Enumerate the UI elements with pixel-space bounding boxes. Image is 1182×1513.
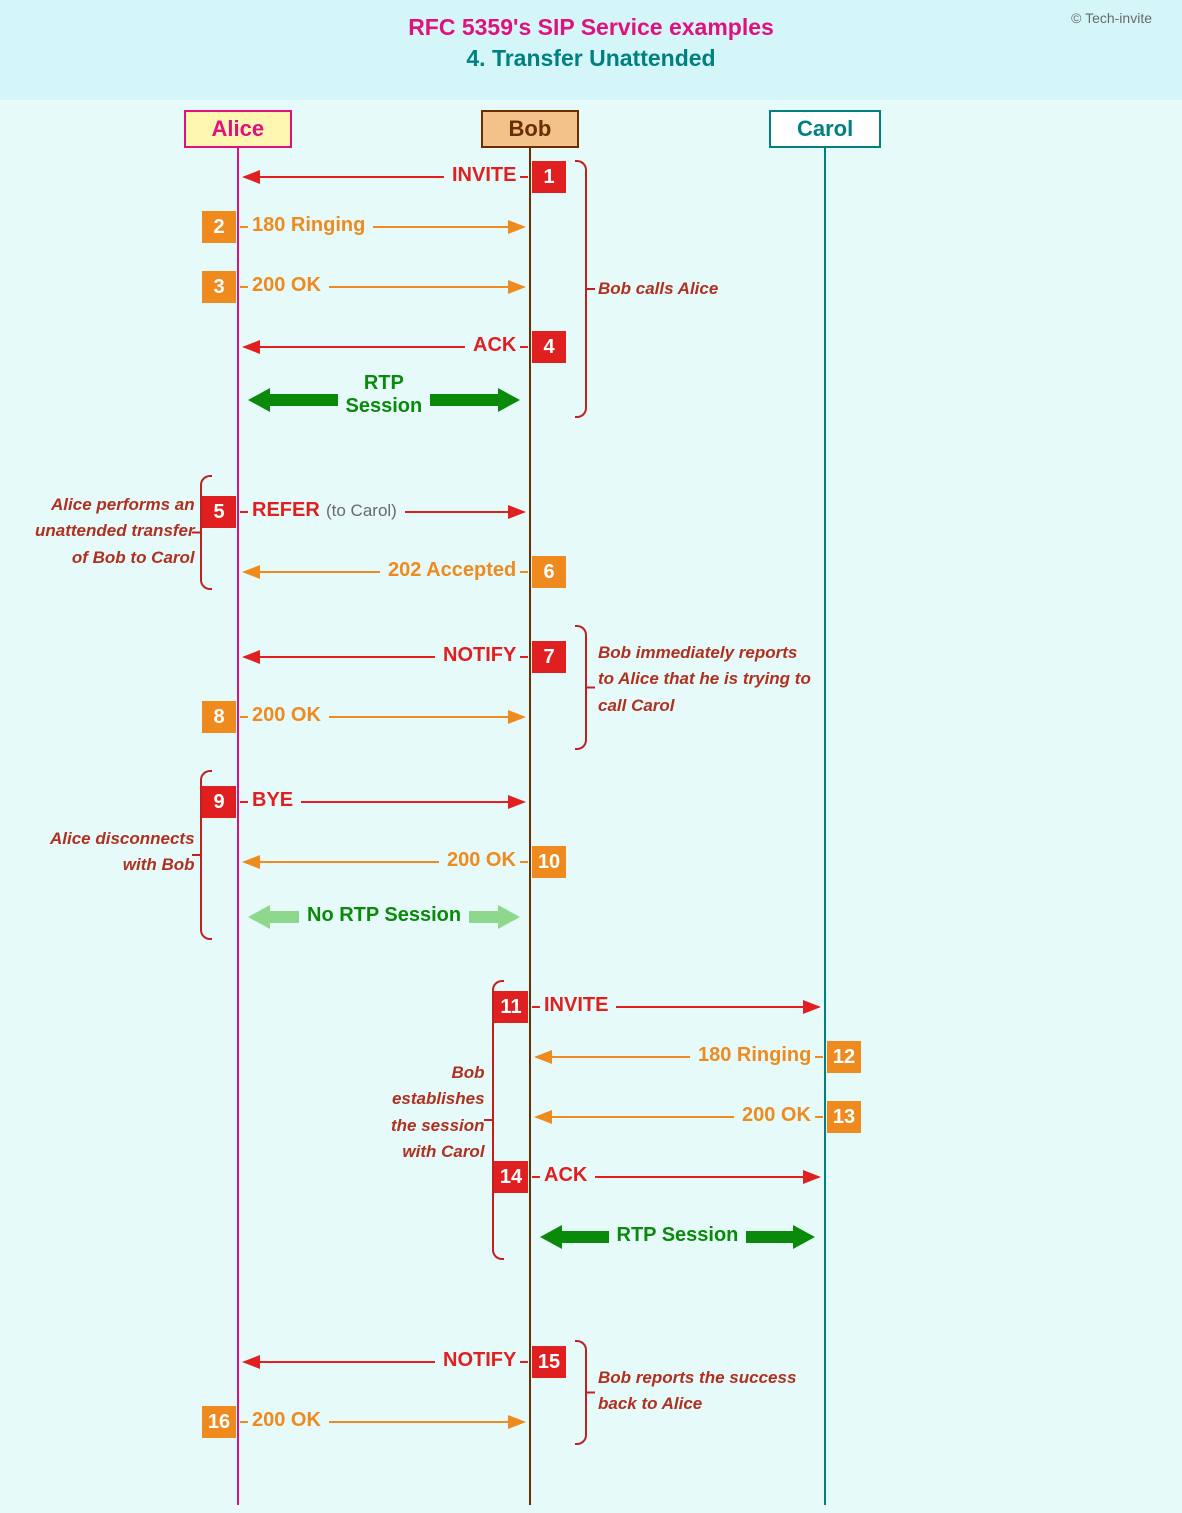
step-5: 5 bbox=[202, 496, 236, 528]
msg-11-label: INVITE bbox=[544, 994, 608, 1017]
step-10: 10 bbox=[532, 846, 566, 878]
msg-7-label: NOTIFY bbox=[443, 644, 516, 667]
msg-16-label: 200 OK bbox=[252, 1409, 321, 1432]
rtp-label-2: RTP Session bbox=[609, 1224, 747, 1247]
step-15: 15 bbox=[532, 1346, 566, 1378]
step-9: 9 bbox=[202, 786, 236, 818]
step-16: 16 bbox=[202, 1406, 236, 1438]
step-14: 14 bbox=[494, 1161, 528, 1193]
msg-9-label: BYE bbox=[252, 789, 293, 812]
step-1: 1 bbox=[532, 161, 566, 193]
msg-3-label: 200 OK bbox=[252, 274, 321, 297]
arrow-layer bbox=[0, 0, 1182, 1513]
rtp-label-0: RTPSession bbox=[338, 372, 431, 418]
msg-12-label: 180 Ringing bbox=[698, 1044, 811, 1067]
step-12: 12 bbox=[827, 1041, 861, 1073]
msg-6-label: 202 Accepted bbox=[388, 559, 516, 582]
msg-8-label: 200 OK bbox=[252, 704, 321, 727]
step-3: 3 bbox=[202, 271, 236, 303]
msg-10-label: 200 OK bbox=[447, 849, 516, 872]
step-6: 6 bbox=[532, 556, 566, 588]
msg-4-label: ACK bbox=[473, 334, 516, 357]
step-7: 7 bbox=[532, 641, 566, 673]
msg-15-label: NOTIFY bbox=[443, 1349, 516, 1372]
msg-13-label: 200 OK bbox=[742, 1104, 811, 1127]
step-4: 4 bbox=[532, 331, 566, 363]
msg-2-label: 180 Ringing bbox=[252, 214, 365, 237]
step-8: 8 bbox=[202, 701, 236, 733]
msg-1-label: INVITE bbox=[452, 164, 516, 187]
msg-5-label: REFER bbox=[252, 499, 320, 522]
msg-14-label: ACK bbox=[544, 1164, 587, 1187]
rtp-label-1: No RTP Session bbox=[299, 904, 469, 927]
step-11: 11 bbox=[494, 991, 528, 1023]
step-13: 13 bbox=[827, 1101, 861, 1133]
sip-sequence-diagram: RFC 5359's SIP Service examples 4. Trans… bbox=[0, 0, 1182, 1513]
step-2: 2 bbox=[202, 211, 236, 243]
